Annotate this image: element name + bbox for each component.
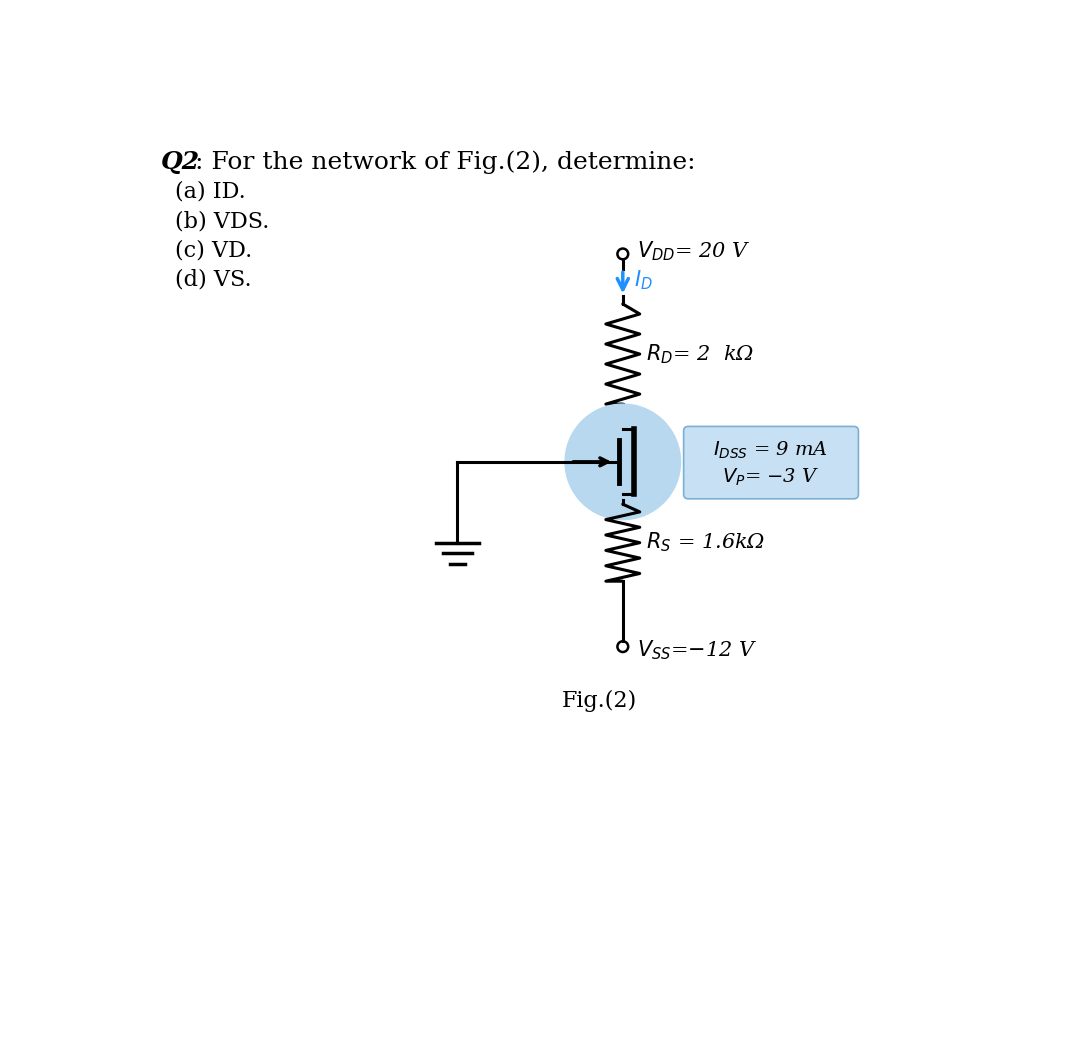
Text: $I_{DSS}$ = 9 mA: $I_{DSS}$ = 9 mA [714,439,828,460]
Text: $R_S$ = 1.6kΩ: $R_S$ = 1.6kΩ [646,531,766,555]
Text: (d) VS.: (d) VS. [175,269,252,290]
Text: Fig.(2): Fig.(2) [562,689,637,712]
Text: $V_{SS}$=−12 V: $V_{SS}$=−12 V [636,638,757,661]
Text: $V_{DD}$= 20 V: $V_{DD}$= 20 V [636,239,751,263]
Text: $V_P$= −3 V: $V_P$= −3 V [723,467,820,489]
Text: $R_D$= 2  kΩ: $R_D$= 2 kΩ [646,343,754,366]
Text: (a) ID.: (a) ID. [175,181,245,203]
Text: (b) VDS.: (b) VDS. [175,210,269,232]
Circle shape [565,404,680,519]
FancyBboxPatch shape [684,427,859,499]
Text: Q2: Q2 [161,150,200,174]
Text: (c) VD.: (c) VD. [175,240,252,262]
Text: $I_D$: $I_D$ [634,269,653,292]
Text: : For the network of Fig.(2), determine:: : For the network of Fig.(2), determine: [195,150,697,173]
